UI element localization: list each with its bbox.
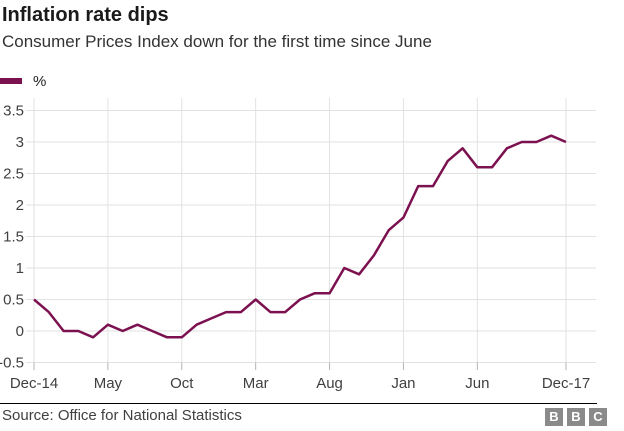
- bbc-logo-letter: B: [545, 408, 563, 426]
- y-tick-label: 0.5: [3, 292, 24, 309]
- legend-label: %: [33, 72, 47, 90]
- x-tick-label: Mar: [243, 375, 269, 392]
- y-tick-label: 0: [16, 323, 24, 340]
- x-tick-label: May: [94, 375, 123, 392]
- data-line-cpi: [33, 134, 567, 339]
- x-tick-label: Jan: [391, 375, 415, 392]
- y-tick-label: 2: [16, 197, 24, 214]
- y-tick-label: 3: [16, 134, 24, 151]
- chart-subtitle: Consumer Prices Index down for the first…: [2, 32, 432, 51]
- y-tick-label: 2.5: [3, 166, 24, 183]
- x-tick-label: Aug: [316, 375, 343, 392]
- x-tick-label: Jun: [465, 375, 489, 392]
- bbc-logo-letter: C: [589, 408, 607, 426]
- y-tick-label: 1.5: [3, 229, 24, 246]
- source-note: Source: Office for National Statistics: [2, 407, 242, 424]
- legend: %: [0, 72, 47, 90]
- y-tick-label: 1: [16, 260, 24, 277]
- bbc-logo-letter: B: [567, 408, 585, 426]
- footer-divider: [0, 403, 597, 404]
- x-tick-label: Dec-14: [10, 375, 58, 392]
- line-chart: -0.5 0 0.5 1 1.5 2 2.5 3 3.5 Dec-14 May Oct Mar Aug Ja…: [0, 98, 596, 392]
- x-tick-label: Dec-17: [542, 375, 590, 392]
- page-title: Inflation rate dips: [2, 4, 169, 26]
- y-tick-label: -0.5: [0, 355, 24, 372]
- y-tick-label: 3.5: [3, 103, 24, 120]
- x-tick-label: Oct: [170, 375, 194, 392]
- legend-line-swatch: [0, 78, 22, 84]
